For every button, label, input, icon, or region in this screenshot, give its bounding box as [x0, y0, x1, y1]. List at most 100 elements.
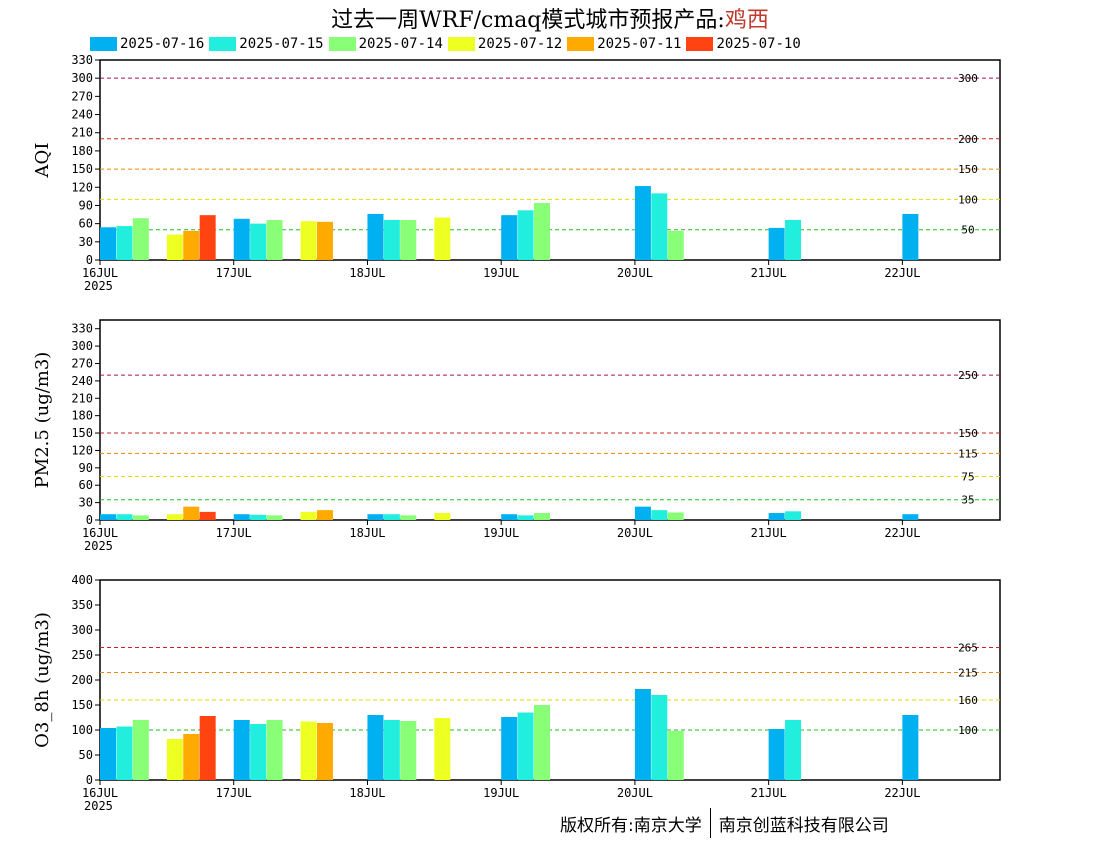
- y-tick-label: 120: [71, 443, 93, 457]
- bar: [250, 724, 267, 780]
- legend-label: 2025-07-10: [716, 36, 801, 52]
- x-tick-sublabel: 2025: [84, 279, 113, 293]
- bar: [902, 514, 919, 520]
- threshold-label: 250: [958, 369, 978, 382]
- copyright-owner: 版权所有:南京大学: [560, 815, 702, 836]
- bar: [300, 221, 317, 260]
- y-tick-label: 270: [71, 356, 93, 370]
- bar: [199, 716, 216, 780]
- y-tick-label: 270: [71, 89, 93, 103]
- y-tick-label: 240: [71, 374, 93, 388]
- legend-swatch: [209, 37, 237, 51]
- bar: [634, 689, 651, 780]
- bar: [634, 506, 651, 520]
- y-tick-label: 90: [79, 198, 93, 212]
- x-tick-label: 17JUL: [216, 786, 252, 800]
- bar: [768, 513, 785, 520]
- bar: [902, 715, 919, 780]
- legend-item: 2025-07-10: [686, 35, 801, 53]
- bar: [651, 695, 668, 780]
- bar: [266, 220, 283, 260]
- x-tick-label: 21JUL: [751, 786, 787, 800]
- bar: [367, 514, 384, 520]
- bar: [250, 223, 267, 260]
- y-tick-label: 400: [71, 573, 93, 587]
- legend-swatch: [567, 37, 595, 51]
- y-tick-label: 120: [71, 180, 93, 194]
- x-tick-label: 16JUL: [82, 786, 118, 800]
- bar: [100, 728, 116, 780]
- y-tick-label: 100: [71, 723, 93, 737]
- legend-label: 2025-07-11: [597, 36, 682, 52]
- bar: [383, 220, 400, 260]
- x-tick-label: 19JUL: [483, 526, 519, 540]
- x-tick-label: 21JUL: [751, 526, 787, 540]
- y-tick-label: 210: [71, 391, 93, 405]
- bar: [233, 720, 250, 780]
- x-tick-label: 18JUL: [349, 526, 385, 540]
- threshold-label: 75: [961, 471, 974, 484]
- bar: [667, 230, 684, 260]
- bar: [199, 511, 216, 520]
- bar: [183, 506, 200, 520]
- bar: [501, 215, 518, 260]
- x-tick-label: 17JUL: [216, 526, 252, 540]
- y-tick-label: 90: [79, 461, 93, 475]
- bar: [300, 511, 317, 520]
- x-tick-label: 17JUL: [216, 266, 252, 280]
- y-tick-label: 30: [79, 496, 93, 510]
- x-tick-label: 22JUL: [884, 786, 920, 800]
- chart-panel: 100 160 215 265 0 50 100 150 200 250 300 350 400 16JU…: [32, 573, 1001, 813]
- y-tick-label: 60: [79, 217, 93, 231]
- bar: [517, 210, 534, 260]
- legend-item: 2025-07-15: [209, 35, 324, 53]
- legend: 2025-07-16 2025-07-15 2025-07-14 2025-07-12…: [90, 35, 806, 53]
- bar: [533, 705, 550, 780]
- chart-title: 过去一周WRF/cmaq模式城市预报产品:鸡西: [0, 2, 1100, 34]
- bar: [166, 739, 183, 780]
- legend-label: 2025-07-14: [358, 36, 443, 52]
- threshold-label: 35: [961, 494, 974, 507]
- chart-panel: 35 75 115 150 250 0 30 60 90 120 150 180 210 240 270 30…: [32, 319, 1001, 553]
- bar: [132, 218, 149, 260]
- bar: [166, 234, 183, 260]
- legend-label: 2025-07-15: [239, 36, 324, 52]
- y-axis-label: AQI: [32, 143, 53, 179]
- y-axis-label: O3_8h (ug/m3): [32, 612, 53, 748]
- bar: [183, 230, 200, 260]
- bar: [667, 731, 684, 780]
- legend-label: 2025-07-12: [477, 36, 563, 52]
- y-tick-label: 300: [71, 623, 93, 637]
- bar: [233, 514, 250, 520]
- x-tick-label: 20JUL: [617, 786, 653, 800]
- bar: [250, 514, 267, 520]
- copyright-company: 南京创蓝科技有限公司: [718, 815, 889, 836]
- chart-panel: 50 100 150 200 300 0 30 60 90 120 150 180 210 240 270 3…: [32, 53, 1001, 293]
- threshold-label: 150: [958, 427, 978, 440]
- y-tick-label: 240: [71, 108, 93, 122]
- bar: [316, 221, 333, 260]
- bar: [501, 717, 518, 780]
- y-tick-label: 330: [71, 322, 93, 336]
- copyright: 版权所有:南京大学 南京创蓝科技有限公司: [560, 808, 889, 838]
- bar: [400, 220, 417, 260]
- bar: [400, 515, 417, 520]
- x-tick-label: 19JUL: [483, 266, 519, 280]
- bar: [116, 226, 133, 260]
- legend-label: 2025-07-16: [120, 36, 205, 52]
- bar: [768, 227, 785, 260]
- bar: [116, 726, 133, 780]
- bar: [383, 514, 400, 520]
- x-tick-label: 22JUL: [884, 266, 920, 280]
- bar: [785, 220, 802, 260]
- bar: [199, 215, 216, 260]
- y-tick-label: 150: [71, 426, 93, 440]
- threshold-label: 100: [958, 724, 978, 737]
- bar: [768, 729, 785, 780]
- x-tick-label: 21JUL: [751, 266, 787, 280]
- y-tick-label: 150: [71, 698, 93, 712]
- bar: [367, 715, 384, 780]
- threshold-label: 300: [958, 72, 978, 85]
- legend-swatch: [447, 37, 475, 51]
